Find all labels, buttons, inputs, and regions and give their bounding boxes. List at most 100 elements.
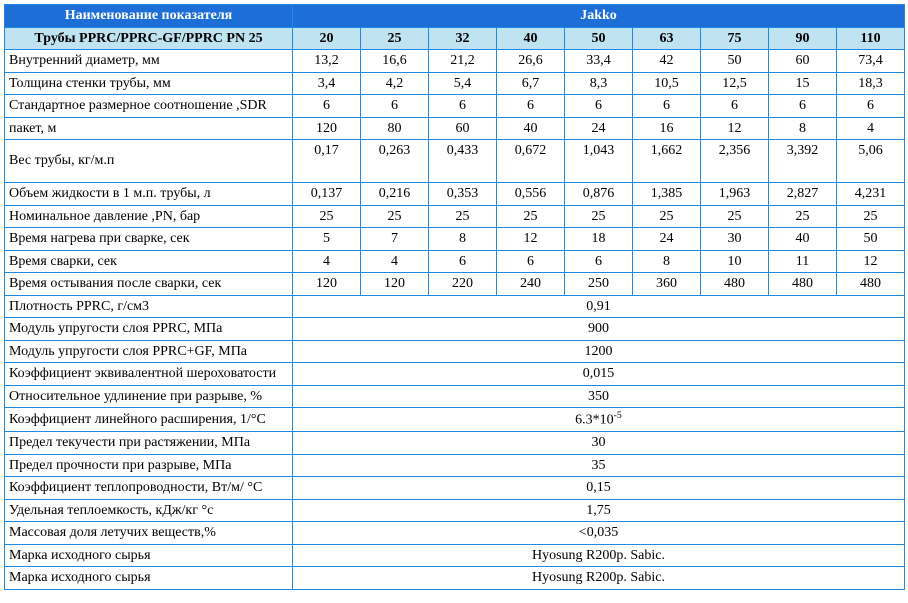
- row-value: 4: [837, 117, 905, 140]
- row-value: 1,963: [701, 183, 769, 206]
- row-value: 0,556: [497, 183, 565, 206]
- row-value: 8: [769, 117, 837, 140]
- row-value: 25: [429, 205, 497, 228]
- row-value: 6: [361, 95, 429, 118]
- row-value-span: 1200: [293, 340, 905, 363]
- row-value: 11: [769, 250, 837, 273]
- row-value: 3,392: [769, 140, 837, 183]
- row-label: Относительное удлинение при разрыве, %: [5, 385, 293, 408]
- row-value: 1,662: [633, 140, 701, 183]
- row-label: Удельная теплоемкость, кДж/кг °с: [5, 499, 293, 522]
- row-value-span: <0,035: [293, 522, 905, 545]
- row-label: Объем жидкости в 1 м.п. трубы, л: [5, 183, 293, 206]
- row-value: 0,17: [293, 140, 361, 183]
- row-value: 6: [633, 95, 701, 118]
- row-value-span: 0,015: [293, 363, 905, 386]
- row-value: 26,6: [497, 50, 565, 73]
- row-value: 2,356: [701, 140, 769, 183]
- size-col-7: 90: [769, 27, 837, 50]
- row-value: 1,385: [633, 183, 701, 206]
- row-value: 4,2: [361, 72, 429, 95]
- row-value: 4,231: [837, 183, 905, 206]
- row-value: 0,433: [429, 140, 497, 183]
- row-value: 25: [837, 205, 905, 228]
- row-value-span: Hyosung R200p. Sabic.: [293, 544, 905, 567]
- row-value: 6: [565, 95, 633, 118]
- row-value: 10,5: [633, 72, 701, 95]
- row-value: 6: [565, 250, 633, 273]
- size-col-8: 110: [837, 27, 905, 50]
- row-label: Марка исходного сырья: [5, 544, 293, 567]
- row-value: 120: [293, 273, 361, 296]
- row-label: Коэффициент эквивалентной шероховатости: [5, 363, 293, 386]
- row-label: пакет, м: [5, 117, 293, 140]
- row-value: 10: [701, 250, 769, 273]
- header-name-label: Наименование показателя: [5, 5, 293, 28]
- row-value: 25: [701, 205, 769, 228]
- row-label: Время сварки, сек: [5, 250, 293, 273]
- row-value: 12: [497, 228, 565, 251]
- row-value: 73,4: [837, 50, 905, 73]
- row-value: 60: [769, 50, 837, 73]
- row-value: 60: [429, 117, 497, 140]
- row-label: Стандартное размерное соотношение ,SDR: [5, 95, 293, 118]
- row-value: 8: [633, 250, 701, 273]
- row-value: 220: [429, 273, 497, 296]
- row-value: 5,06: [837, 140, 905, 183]
- row-value: 4: [361, 250, 429, 273]
- row-value-span: 1,75: [293, 499, 905, 522]
- row-value: 6: [769, 95, 837, 118]
- row-value: 80: [361, 117, 429, 140]
- row-label: Внутренний диаметр, мм: [5, 50, 293, 73]
- size-col-4: 50: [565, 27, 633, 50]
- row-label: Предел текучести при растяжении, МПа: [5, 432, 293, 455]
- row-value-span: 30: [293, 432, 905, 455]
- row-value: 16: [633, 117, 701, 140]
- size-col-3: 40: [497, 27, 565, 50]
- row-value: 0,876: [565, 183, 633, 206]
- row-value: 25: [497, 205, 565, 228]
- row-value: 120: [293, 117, 361, 140]
- row-value-span: Hyosung R200p. Sabic.: [293, 567, 905, 590]
- row-label: Коэффициент теплопроводности, Вт/м/ °С: [5, 477, 293, 500]
- row-value: 2,827: [769, 183, 837, 206]
- row-value: 25: [769, 205, 837, 228]
- row-value: 33,4: [565, 50, 633, 73]
- row-value: 18,3: [837, 72, 905, 95]
- row-value: 13,2: [293, 50, 361, 73]
- row-value: 50: [837, 228, 905, 251]
- row-label: Марка исходного сырья: [5, 567, 293, 590]
- row-value: 250: [565, 273, 633, 296]
- row-value: 6,7: [497, 72, 565, 95]
- row-label: Время остывания после сварки, сек: [5, 273, 293, 296]
- row-label: Плотность PPRC, г/см3: [5, 295, 293, 318]
- row-value: 3,4: [293, 72, 361, 95]
- row-label: Модуль упругости слоя PPRC+GF, МПа: [5, 340, 293, 363]
- row-label: Номинальное давление ,PN, бар: [5, 205, 293, 228]
- row-value: 480: [769, 273, 837, 296]
- row-value: 50: [701, 50, 769, 73]
- row-value-span: 0,15: [293, 477, 905, 500]
- row-value: 25: [565, 205, 633, 228]
- row-value: 12: [837, 250, 905, 273]
- row-value: 0,216: [361, 183, 429, 206]
- size-col-1: 25: [361, 27, 429, 50]
- header-brand: Jakko: [293, 5, 905, 28]
- row-value: 21,2: [429, 50, 497, 73]
- row-value: 6: [429, 250, 497, 273]
- spec-table: Наименование показателяJakkoТрубы PPRC/P…: [4, 4, 905, 590]
- row-label: Вес трубы, кг/м.п: [5, 140, 293, 183]
- row-value: 25: [361, 205, 429, 228]
- row-value: 6: [293, 95, 361, 118]
- row-value: 15: [769, 72, 837, 95]
- row-value: 16,6: [361, 50, 429, 73]
- row-label: Предел прочности при разрыве, МПа: [5, 454, 293, 477]
- row-value: 4: [293, 250, 361, 273]
- row-value: 0,672: [497, 140, 565, 183]
- row-value: 24: [633, 228, 701, 251]
- row-value: 25: [633, 205, 701, 228]
- row-value: 8: [429, 228, 497, 251]
- row-label: Толщина стенки трубы, мм: [5, 72, 293, 95]
- row-value: 6: [497, 250, 565, 273]
- subheader-label: Трубы PPRC/PPRC-GF/PPRC PN 25: [5, 27, 293, 50]
